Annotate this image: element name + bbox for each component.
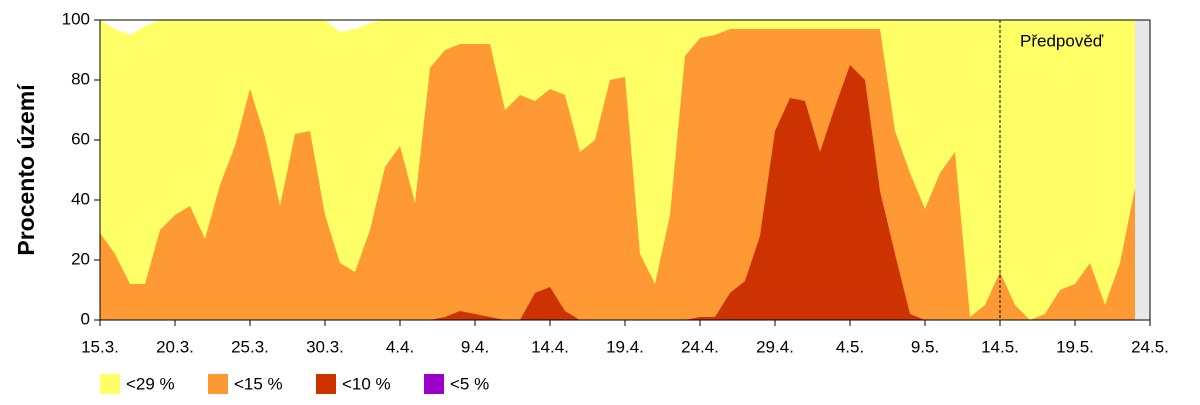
y-tick-label: 80 bbox=[71, 69, 90, 88]
x-tick-label: 24.5. bbox=[1131, 337, 1169, 356]
x-tick-label: 20.3. bbox=[156, 337, 194, 356]
x-tick-label: 4.4. bbox=[386, 337, 414, 356]
legend-swatch bbox=[316, 374, 336, 394]
x-tick-label: 9.5. bbox=[911, 337, 939, 356]
x-tick-label: 15.3. bbox=[81, 337, 119, 356]
y-tick-label: 20 bbox=[71, 249, 90, 268]
legend-label: <29 % bbox=[126, 374, 175, 393]
legend-label: <5 % bbox=[450, 374, 489, 393]
x-tick-label: 19.5. bbox=[1056, 337, 1094, 356]
x-tick-label: 29.4. bbox=[756, 337, 794, 356]
legend-swatch bbox=[208, 374, 228, 394]
x-tick-label: 30.3. bbox=[306, 337, 344, 356]
x-tick-label: 4.5. bbox=[836, 337, 864, 356]
legend-label: <10 % bbox=[342, 374, 391, 393]
x-tick-label: 14.5. bbox=[981, 337, 1019, 356]
y-tick-label: 100 bbox=[62, 9, 90, 28]
x-tick-label: 9.4. bbox=[461, 337, 489, 356]
y-tick-label: 60 bbox=[71, 129, 90, 148]
legend-label: <15 % bbox=[234, 374, 283, 393]
legend-swatch bbox=[100, 374, 120, 394]
x-tick-label: 24.4. bbox=[681, 337, 719, 356]
x-tick-label: 14.4. bbox=[531, 337, 569, 356]
no-data-area bbox=[1135, 20, 1150, 320]
annotation: Předpověď bbox=[1020, 31, 1104, 50]
x-tick-label: 19.4. bbox=[606, 337, 644, 356]
x-tick-label: 25.3. bbox=[231, 337, 269, 356]
area bbox=[100, 65, 1135, 320]
y-tick-label: 0 bbox=[81, 309, 90, 328]
y-tick-label: 40 bbox=[71, 189, 90, 208]
legend-swatch bbox=[424, 374, 444, 394]
y-axis-label: Procento území bbox=[13, 83, 39, 256]
